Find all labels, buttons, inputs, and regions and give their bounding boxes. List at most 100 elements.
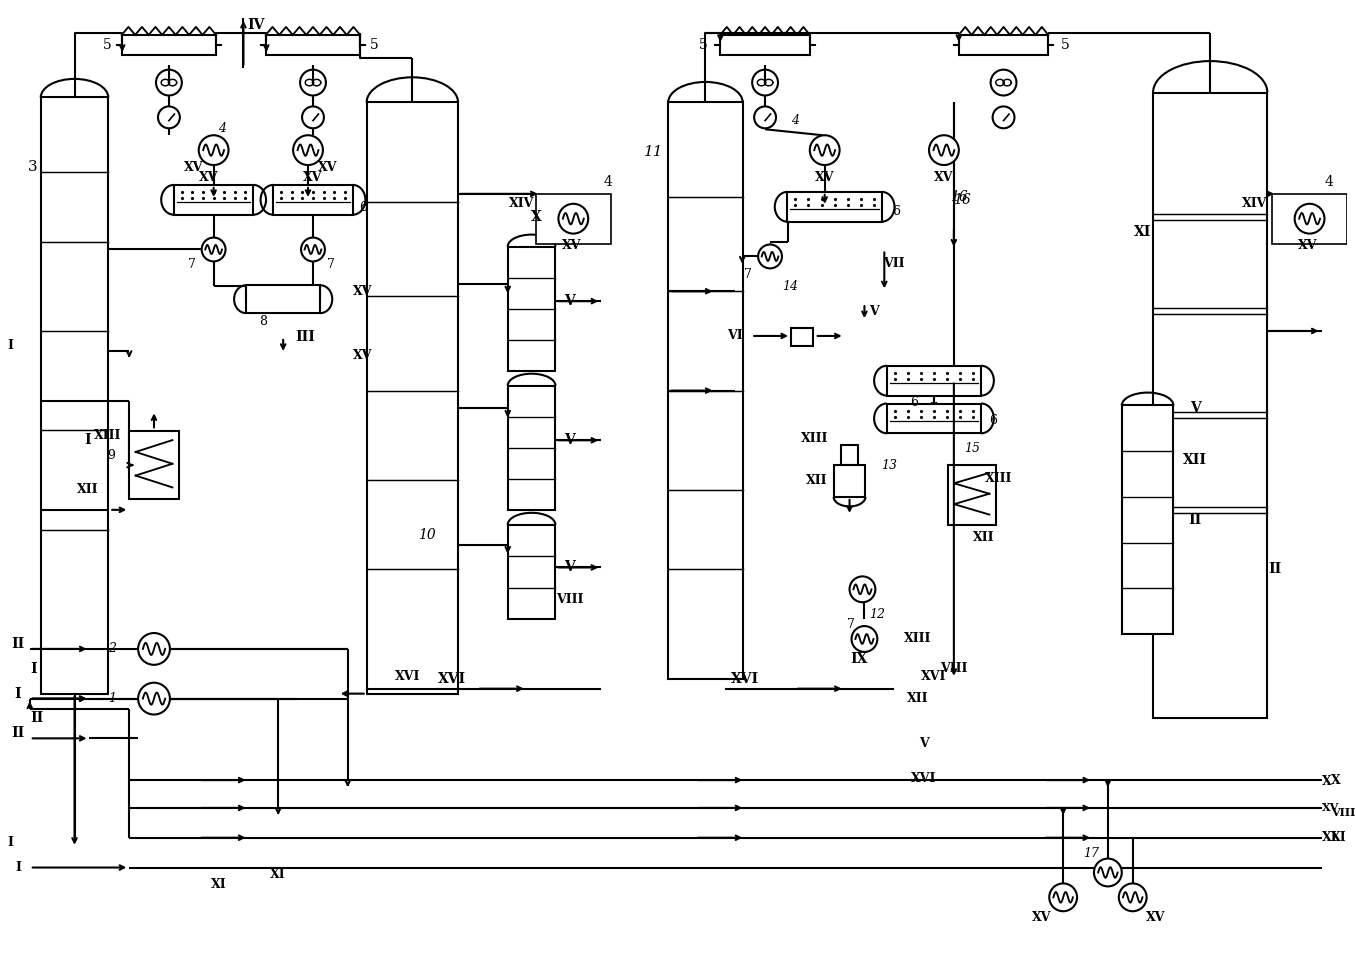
Text: IV: IV xyxy=(248,18,264,32)
Bar xyxy=(507,525,556,620)
Circle shape xyxy=(302,106,324,128)
Circle shape xyxy=(301,237,325,262)
Text: III: III xyxy=(296,330,315,344)
Circle shape xyxy=(293,135,323,165)
Text: XVI: XVI xyxy=(911,772,937,785)
Bar xyxy=(41,97,108,694)
Text: I: I xyxy=(15,861,20,874)
Bar xyxy=(788,192,881,222)
Text: XVI: XVI xyxy=(731,672,759,686)
Bar xyxy=(536,194,612,243)
Text: XV: XV xyxy=(319,160,338,174)
Text: XI: XI xyxy=(210,878,226,891)
Text: XIII: XIII xyxy=(904,632,932,646)
Text: VI: VI xyxy=(727,329,743,343)
Text: V: V xyxy=(564,561,575,574)
Text: 10: 10 xyxy=(419,528,437,541)
Text: 5: 5 xyxy=(700,38,708,52)
Text: 8: 8 xyxy=(259,315,267,327)
Text: XV: XV xyxy=(353,349,373,362)
Text: 1: 1 xyxy=(108,692,117,705)
Text: 12: 12 xyxy=(869,608,885,620)
Text: 4: 4 xyxy=(1325,175,1334,189)
Text: XVI: XVI xyxy=(438,672,466,686)
Text: 7: 7 xyxy=(846,618,854,630)
Text: 6: 6 xyxy=(990,414,998,427)
Text: XV: XV xyxy=(184,160,203,174)
Text: 4: 4 xyxy=(791,114,799,126)
Text: XV: XV xyxy=(1146,911,1165,924)
Text: 17: 17 xyxy=(1083,847,1098,860)
Circle shape xyxy=(758,244,782,268)
Text: II: II xyxy=(30,711,43,726)
Circle shape xyxy=(159,106,180,128)
Circle shape xyxy=(993,106,1014,128)
Text: 9: 9 xyxy=(107,449,115,461)
Text: V: V xyxy=(564,433,575,447)
Text: 5: 5 xyxy=(1060,38,1070,52)
Bar xyxy=(720,35,810,55)
Circle shape xyxy=(559,204,589,234)
Text: XIII: XIII xyxy=(801,431,829,445)
Text: I: I xyxy=(7,340,12,352)
Circle shape xyxy=(852,626,877,652)
Bar xyxy=(507,246,556,371)
Bar xyxy=(959,35,1048,55)
Text: X: X xyxy=(532,209,542,224)
Text: VIII: VIII xyxy=(1332,808,1356,818)
Bar xyxy=(274,185,353,215)
Bar xyxy=(122,35,216,55)
Text: I: I xyxy=(7,837,12,849)
Circle shape xyxy=(810,135,839,165)
Circle shape xyxy=(1094,859,1121,887)
Text: 6: 6 xyxy=(359,202,366,214)
Text: XV: XV xyxy=(561,239,582,252)
Text: 5: 5 xyxy=(103,38,111,52)
Bar xyxy=(507,386,556,510)
Text: I: I xyxy=(84,433,91,447)
Circle shape xyxy=(202,237,225,262)
Text: XII: XII xyxy=(1184,454,1207,467)
Text: XIII: XIII xyxy=(984,472,1013,484)
Text: XV: XV xyxy=(815,172,834,184)
Text: XI: XI xyxy=(1322,831,1337,844)
Text: 6: 6 xyxy=(910,396,918,409)
Text: XI: XI xyxy=(270,868,286,881)
Bar xyxy=(266,35,361,55)
Text: XVI: XVI xyxy=(395,671,420,683)
Text: XV: XV xyxy=(1298,239,1317,252)
Text: XI: XI xyxy=(1332,831,1347,844)
Text: X: X xyxy=(1332,774,1341,786)
Circle shape xyxy=(199,135,229,165)
Text: 7: 7 xyxy=(327,258,335,271)
Bar xyxy=(1272,194,1348,243)
Text: IX: IX xyxy=(850,652,868,666)
Text: XV: XV xyxy=(1322,803,1338,813)
Bar xyxy=(174,185,254,215)
Text: 3: 3 xyxy=(28,160,38,174)
Text: 4: 4 xyxy=(603,175,613,189)
Text: XI: XI xyxy=(1134,225,1151,238)
Circle shape xyxy=(1119,883,1147,911)
Text: 15: 15 xyxy=(964,442,980,455)
Text: 7: 7 xyxy=(744,268,753,281)
Bar xyxy=(887,403,982,433)
Text: VII: VII xyxy=(884,257,904,270)
Bar xyxy=(834,465,865,497)
Text: 7: 7 xyxy=(188,258,195,271)
Circle shape xyxy=(1050,883,1077,911)
Text: XV: XV xyxy=(353,285,373,298)
Text: 13: 13 xyxy=(881,458,898,472)
Text: XIII: XIII xyxy=(94,428,121,442)
Text: XV: XV xyxy=(199,172,218,184)
Text: XV: XV xyxy=(934,172,953,184)
Bar xyxy=(948,465,995,525)
Text: V: V xyxy=(869,305,879,317)
Bar xyxy=(841,445,858,465)
Bar xyxy=(887,366,982,396)
Circle shape xyxy=(138,682,170,714)
Text: V: V xyxy=(1191,401,1200,416)
Text: XV: XV xyxy=(304,172,323,184)
Bar xyxy=(1153,93,1268,719)
Bar xyxy=(245,286,320,313)
